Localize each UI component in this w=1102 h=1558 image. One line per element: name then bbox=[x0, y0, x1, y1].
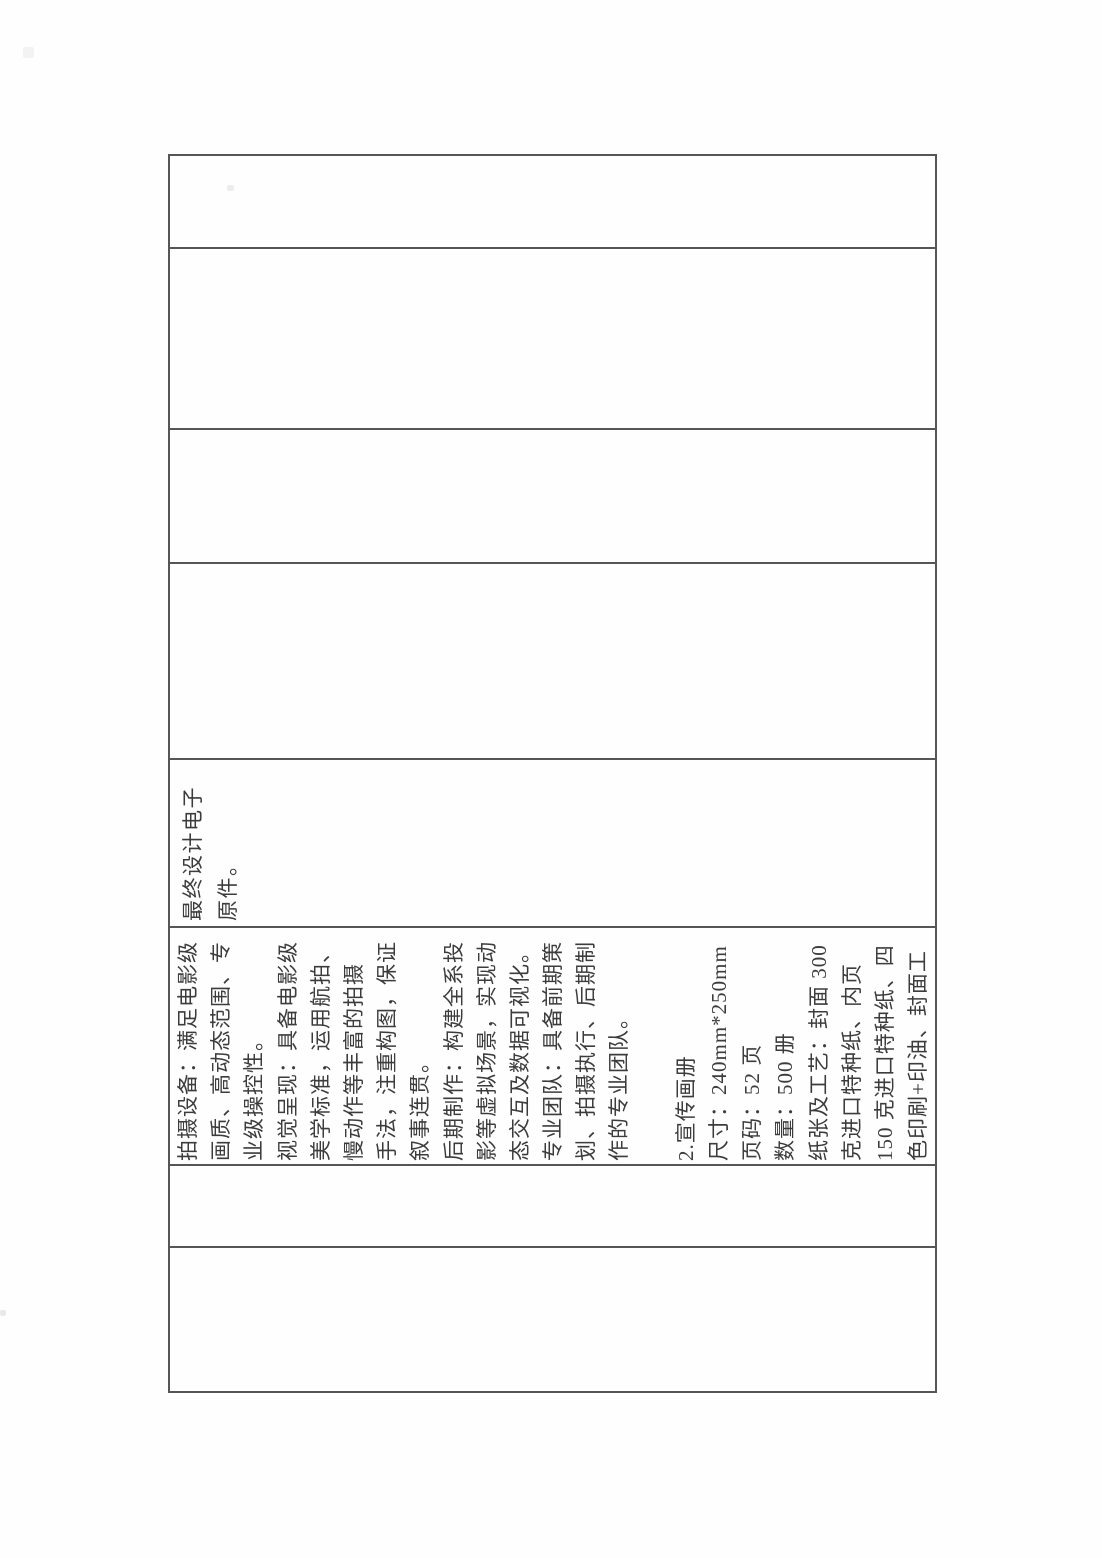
text-line: 150 克进口特种纸、四 bbox=[872, 944, 897, 1161]
table-row-2 bbox=[170, 249, 935, 430]
table-row-4 bbox=[170, 564, 935, 760]
text-line: 美学标准，运用航拍、 bbox=[308, 941, 333, 1161]
text-line: 数量：500 册 bbox=[773, 1032, 798, 1161]
text-line: 纸张及工艺：封面 300 bbox=[806, 944, 831, 1161]
text-line: 专业团队：具备前期策 bbox=[541, 941, 566, 1161]
text-line: 划、拍摄执行、后期制 bbox=[574, 941, 599, 1161]
table-row-1 bbox=[170, 156, 935, 249]
text-line: 后期制作：构建全系投 bbox=[441, 941, 466, 1161]
table bbox=[168, 154, 937, 1393]
table-row-7 bbox=[170, 1166, 935, 1248]
cell-text-final-design: 最终设计电子 原件。 bbox=[176, 773, 248, 921]
text-line: 画质、高动态范围、专 bbox=[209, 941, 234, 1161]
text-line: 色印刷+印油、封面工 bbox=[906, 950, 931, 1161]
text-line: 尺寸：240mm*250mm bbox=[707, 945, 731, 1161]
text-line: 视觉呈现：具备电影级 bbox=[275, 941, 300, 1161]
scan-artifact bbox=[23, 47, 34, 58]
text-line: 业级操控性。 bbox=[242, 1029, 267, 1161]
text-line: 慢动作等丰富的拍摄 bbox=[341, 963, 366, 1161]
text-line: 叙事连贯。 bbox=[408, 1051, 433, 1161]
text-line-brochure-heading: 2.宣传画册 bbox=[673, 1055, 698, 1161]
scan-artifact bbox=[227, 185, 234, 191]
text-line: 原件。 bbox=[216, 853, 240, 922]
scan-artifact bbox=[0, 1310, 6, 1316]
text-line: 克进口特种纸、内页 bbox=[839, 963, 864, 1161]
text-line: 手法，注重构图，保证 bbox=[375, 941, 400, 1161]
text-line: 影等虚拟场景，实现动 bbox=[474, 941, 499, 1161]
text-line-blank bbox=[637, 931, 670, 1161]
table-row-3 bbox=[170, 430, 935, 564]
text-line: 态交互及数据可视化。 bbox=[507, 941, 532, 1161]
table-row-6 bbox=[170, 928, 935, 1166]
text-line: 作的专业团队。 bbox=[607, 1007, 632, 1161]
text-line: 拍摄设备：满足电影级 bbox=[176, 941, 200, 1161]
table-row-8 bbox=[170, 1248, 935, 1391]
text-line: 最终设计电子 bbox=[181, 786, 205, 921]
cell-text-shooting-and-brochure: 拍摄设备：满足电影级 画质、高动态范围、专 业级操控性。 视觉呈现：具备电影级 … bbox=[172, 931, 936, 1161]
text-line: 页码：52 页 bbox=[740, 1043, 765, 1161]
table-row-5 bbox=[170, 760, 935, 928]
